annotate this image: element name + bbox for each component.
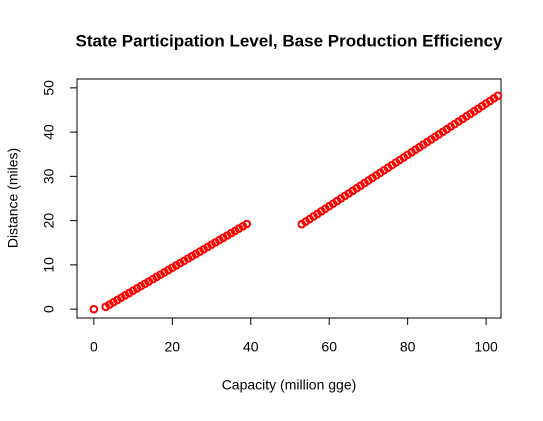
x-axis-label: Capacity (million gge) — [222, 377, 357, 393]
x-tick-label: 80 — [400, 339, 416, 355]
y-axis-label: Distance (miles) — [5, 148, 21, 248]
point — [493, 91, 503, 101]
point — [89, 304, 99, 314]
x-tick-label: 20 — [165, 339, 181, 355]
x-tick-label: 0 — [90, 339, 98, 355]
x-tick-label: 100 — [474, 339, 498, 355]
chart-title: State Participation Level, Base Producti… — [75, 31, 503, 50]
x-tick-label: 40 — [243, 339, 259, 355]
y-tick-label: 0 — [41, 305, 57, 313]
y-tick-label: 10 — [41, 257, 57, 273]
y-tick-label: 50 — [41, 80, 57, 96]
y-tick-label: 30 — [41, 168, 57, 184]
x-tick-label: 60 — [321, 339, 337, 355]
y-tick-label: 40 — [41, 124, 57, 140]
point — [242, 219, 252, 229]
y-tick-label: 20 — [41, 213, 57, 229]
